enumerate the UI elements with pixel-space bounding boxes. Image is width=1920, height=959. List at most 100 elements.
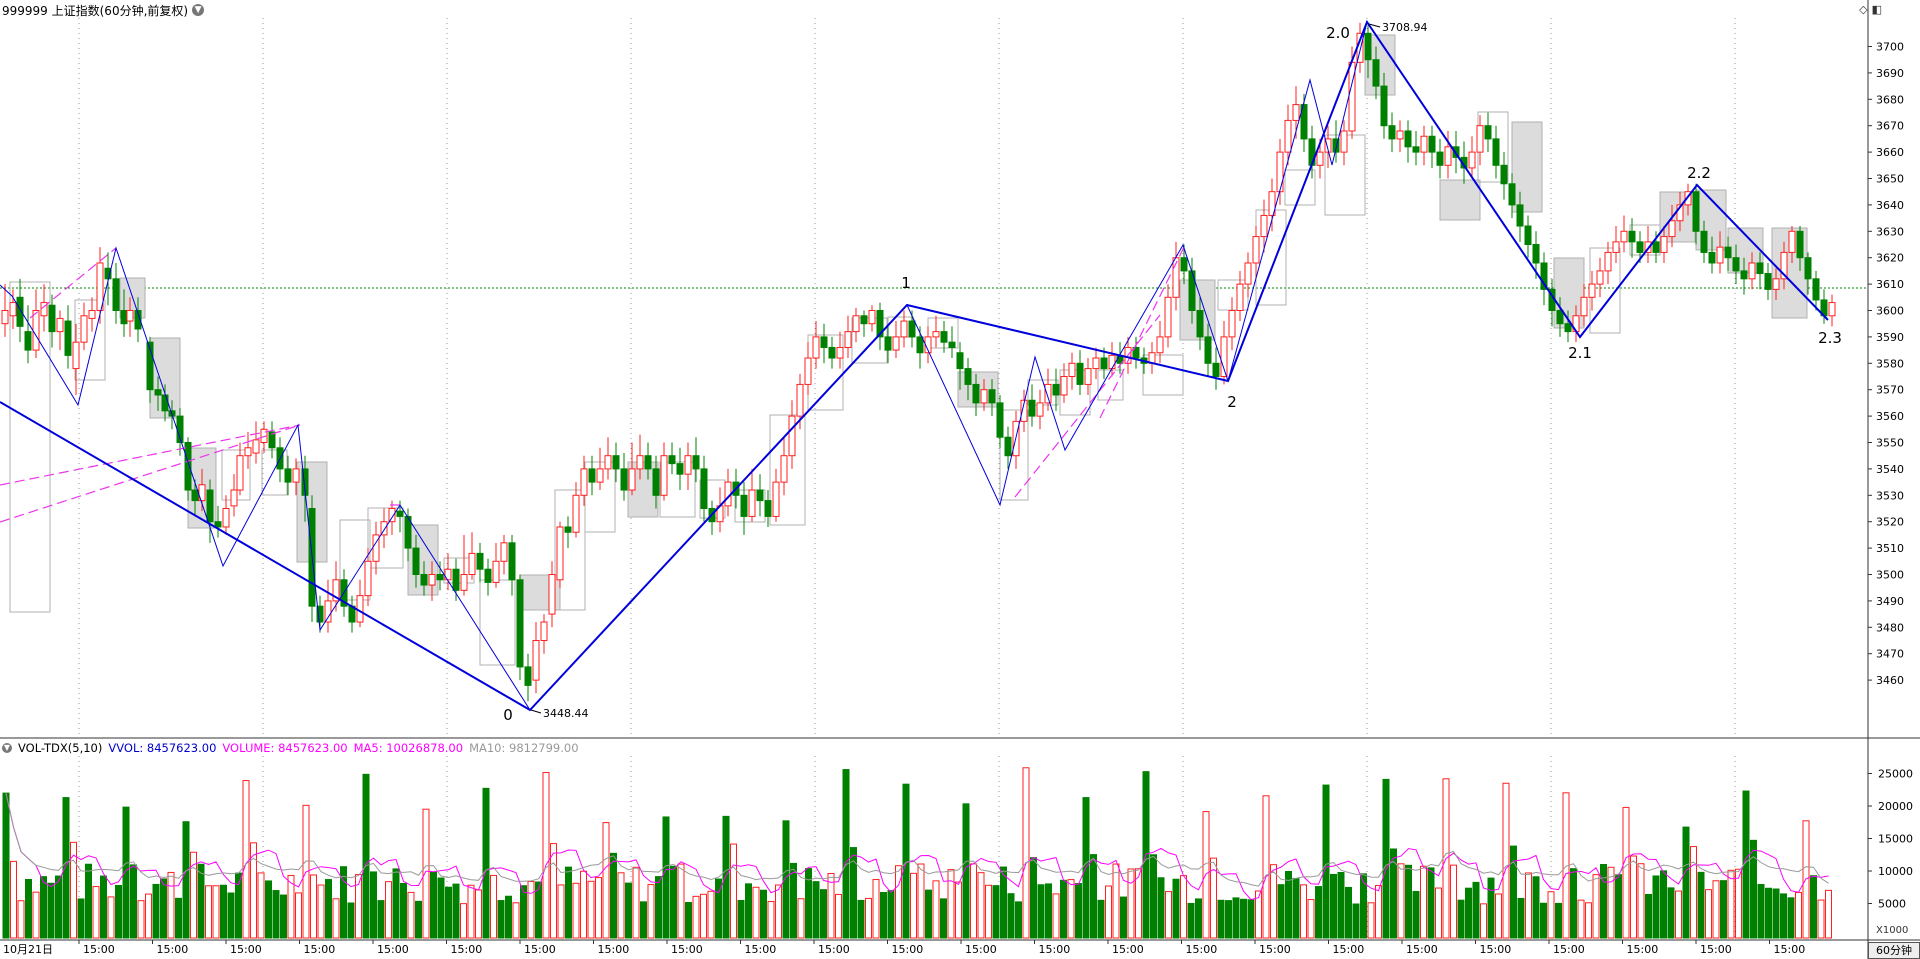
top-right-icons: ◇ ◧ (1859, 3, 1882, 16)
volume-menu-icon[interactable]: ▼ (2, 743, 12, 753)
price-tick-label: 3610 (1876, 278, 1904, 291)
panel-icon[interactable]: ◧ (1871, 3, 1882, 16)
consolidation-box (367, 507, 404, 569)
secondary-wave-line (0, 21, 1368, 711)
candle-body (580, 468, 588, 496)
volume-bar (1517, 897, 1525, 939)
consolidation-box (554, 489, 586, 611)
volume-bar (25, 878, 32, 939)
chevron-down-icon[interactable]: ▼ (192, 4, 205, 16)
volume-bar (17, 900, 25, 939)
volume-bar (1022, 767, 1030, 939)
volume-bar (1195, 898, 1202, 939)
volume-bars[interactable] (2, 767, 1832, 939)
volume-bar (1472, 881, 1480, 939)
candle-body (206, 489, 214, 523)
consolidation-box (1284, 169, 1316, 206)
candle-body (1212, 362, 1220, 377)
volume-bar (1217, 899, 1225, 939)
volume-bar (970, 863, 977, 939)
candle-body (1780, 251, 1788, 280)
volume-axis: 25000 20000 15000 10000 5000 (1868, 768, 1913, 911)
volume-bar (542, 772, 550, 939)
volume-bar (715, 878, 722, 939)
volume-bar (2, 792, 10, 939)
volume-bar (812, 881, 820, 939)
volume-bar (212, 885, 220, 939)
diamond-icon[interactable]: ◇ (1859, 3, 1868, 16)
candle-body (396, 510, 404, 517)
high-value-pointer (1368, 23, 1381, 28)
candlesticks[interactable] (1, 22, 1836, 702)
candle-body (120, 310, 128, 325)
time-tick-label: 15:00 (1774, 943, 1806, 956)
candle-body (964, 368, 972, 385)
volume-bar (1682, 826, 1690, 939)
candle-body (1164, 296, 1172, 338)
volume-bar (1240, 898, 1247, 939)
dashed-trend-line (1099, 244, 1186, 419)
candle-body (1484, 125, 1492, 140)
consolidation-box (339, 519, 371, 601)
wave-label: 2.0 (1326, 24, 1350, 42)
volume-bar (1742, 790, 1750, 939)
volume-bar (1000, 866, 1007, 939)
time-tick-label: 15:00 (524, 943, 556, 956)
volume-bar (1255, 890, 1262, 939)
volume-tick-label: 5000 (1878, 898, 1906, 911)
consolidation-box (1439, 179, 1481, 221)
candle-body (1700, 230, 1708, 253)
candle-body (788, 415, 796, 457)
volume-bar (235, 872, 242, 939)
volume-bar (242, 780, 250, 939)
candle-body (40, 302, 48, 317)
volume-bar (1352, 903, 1360, 939)
candle-body (112, 278, 120, 312)
candle-body (1732, 257, 1740, 272)
candle-body (796, 383, 804, 417)
candle-body (948, 341, 956, 348)
price-tick-label: 3640 (1876, 199, 1904, 212)
candle-body (1340, 130, 1348, 153)
volume-bar (1645, 893, 1652, 939)
price-tick-label: 3460 (1876, 674, 1904, 687)
candle-body (1380, 85, 1388, 127)
volume-bar (370, 871, 377, 939)
volume-bar (1697, 871, 1705, 939)
candle-body (284, 468, 292, 483)
price-tick-label: 3570 (1876, 384, 1904, 397)
volume-bar (1150, 854, 1157, 939)
candle-body (316, 605, 324, 623)
candle-body (1772, 278, 1780, 290)
time-tick-label: 15:00 (745, 943, 777, 956)
candle-body (980, 389, 988, 404)
volume-bar (737, 899, 745, 939)
volume-bar (1322, 784, 1330, 939)
volume-tick-label: 20000 (1878, 800, 1913, 813)
candle-body (1004, 436, 1012, 457)
volume-bar (130, 864, 137, 939)
volume-bar (272, 890, 280, 939)
volume-bar (1157, 877, 1165, 939)
candle-body (214, 521, 222, 528)
candle-body (1396, 130, 1404, 140)
period-button[interactable]: 60分钟 (1868, 942, 1920, 959)
volume-bar (1630, 855, 1637, 939)
volume-bar (415, 900, 422, 939)
volume-indicator-name[interactable]: VOL-TDX(5,10) (18, 741, 103, 755)
price-tick-label: 3540 (1876, 463, 1904, 476)
volume-bar (992, 885, 1000, 939)
volume-bar (400, 882, 407, 939)
candle-body (1628, 230, 1636, 243)
price-tick-label: 3660 (1876, 146, 1904, 159)
candle-body (1268, 191, 1276, 216)
price-tick-label: 3580 (1876, 357, 1904, 370)
low-value-label: 3448.44 (543, 707, 589, 720)
volume-bar (257, 872, 265, 939)
time-axis: 10月21日 15:00 15:00 15:00 15:00 15:00 15:00 15:0… (3, 940, 1805, 956)
candle-body (1236, 283, 1244, 312)
candle-body (1492, 138, 1500, 166)
candle-body (56, 317, 64, 333)
vvol-value: VVOL: 8457623.00 (108, 741, 217, 755)
